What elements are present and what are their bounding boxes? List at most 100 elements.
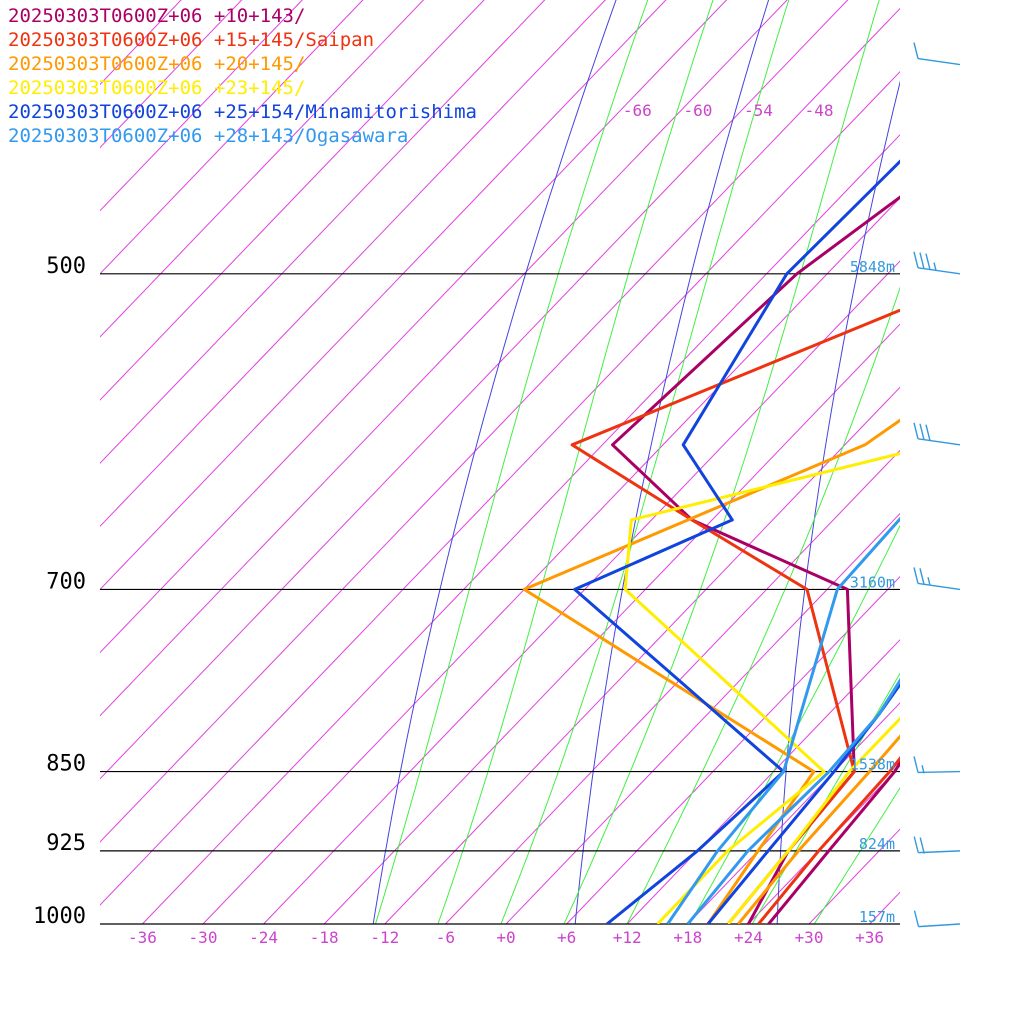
wind-barb-feather: [913, 910, 920, 927]
temperature-tick-label: -12: [370, 928, 399, 947]
wind-barb-feather: [913, 251, 919, 268]
wind-barb-feather: [913, 756, 919, 773]
pressure-tick-label: 850: [46, 752, 86, 777]
legend-entry: 20250303T0600Z+06 +10+143/: [8, 5, 306, 27]
top-temperature-label: -48: [805, 101, 834, 120]
series-dewpoint-line: [666, 516, 900, 924]
series-temperature-line: [727, 716, 900, 924]
wind-barb-staff: [918, 850, 961, 854]
temperature-tick-label: -6: [436, 928, 455, 947]
temperature-tick-label: +36: [855, 928, 884, 947]
isotherm-line: [100, 0, 728, 654]
temperature-tick-label: -30: [189, 928, 218, 947]
series-dewpoint-line: [611, 195, 900, 924]
legend-entry: 20250303T0600Z+06 +28+143/Ogasawara: [8, 125, 409, 147]
moist-adiabat-line: [813, 787, 900, 924]
pressure-tick-label: 925: [46, 831, 86, 856]
series-temperature-line: [757, 755, 900, 924]
wind-barb-feather: [913, 422, 919, 440]
height-label: 157m: [859, 908, 895, 926]
isotherm-line: [142, 134, 900, 924]
legend: 20250303T0600Z+06 +10+143/ 20250303T0600…: [8, 4, 477, 148]
dry-adiabat-line: [372, 0, 617, 924]
temperature-tick-label: +0: [496, 928, 515, 947]
isotherm-line: [100, 7, 900, 843]
sounding-series: [522, 159, 900, 924]
isotherm-line: [100, 70, 900, 906]
height-label: 3160m: [850, 573, 895, 591]
isotherm-line: [869, 891, 900, 924]
wind-barb: [913, 422, 961, 446]
height-label: 5848m: [850, 258, 895, 276]
temperature-tick-label: +24: [734, 928, 763, 947]
wind-barb: [913, 42, 961, 66]
wind-barb-feather: [919, 252, 925, 269]
height-labels: 16506m14083m12275m10815m9583m5848m3160m1…: [850, 258, 895, 926]
wind-barb-staff: [918, 770, 961, 774]
isotherm-line: [202, 197, 900, 924]
wind-barb-feather: [913, 42, 919, 59]
isotherm-line: [505, 512, 900, 924]
temperature-tick-label: -24: [249, 928, 278, 947]
isotherm-line: [566, 575, 900, 924]
series-temperature-line: [686, 677, 900, 924]
moist-adiabat-line: [500, 0, 790, 924]
wind-barb-feather: [919, 423, 925, 440]
wind-barb: [913, 756, 961, 774]
moist-adiabat-line: [626, 286, 900, 924]
isotherm-line: [930, 0, 1024, 924]
top-temperature-label: -54: [744, 101, 773, 120]
dry-adiabat-line: [574, 0, 770, 924]
series-temperature-line: [706, 682, 900, 924]
height-label: 824m: [859, 835, 895, 853]
wind-barb-feather: [919, 568, 925, 585]
wind-barbs: [913, 42, 961, 928]
dry-adiabat-line: [776, 80, 900, 924]
wind-barb-feather: [913, 836, 919, 853]
wind-barb: [913, 567, 961, 591]
series-temperature-line: [737, 734, 900, 924]
isotherm-line: [991, 0, 1024, 924]
wind-barb: [913, 910, 961, 928]
moist-adiabat-line: [563, 0, 880, 924]
temperature-tick-label: -36: [128, 928, 157, 947]
wind-barb-feather: [921, 765, 925, 774]
dry-adiabat-line: [978, 0, 1024, 970]
isotherm-line: [100, 0, 849, 780]
isotherm-line: [100, 0, 606, 528]
dry-adiabat-lines: [372, 0, 1024, 970]
series-dewpoint-line: [573, 159, 900, 924]
temperature-tick-label: +18: [673, 928, 702, 947]
legend-entry: 20250303T0600Z+06 +20+145/: [8, 53, 306, 75]
wind-barb: [913, 836, 961, 854]
wind-barb-staff: [917, 57, 961, 66]
top-temperature-label: -60: [683, 101, 712, 120]
wind-barb-feather: [925, 253, 931, 270]
isotherm-lines: [100, 0, 1024, 924]
wind-barb-feather: [925, 424, 931, 441]
temperature-tick-label: -18: [310, 928, 339, 947]
wind-barb-staff: [917, 438, 961, 446]
pressure-tick-label: 700: [46, 569, 86, 594]
series-dewpoint-line: [623, 452, 900, 924]
wind-barb-feather: [913, 567, 919, 584]
series-dewpoint-line: [570, 308, 900, 924]
isotherm-line: [100, 0, 667, 591]
legend-entry: 20250303T0600Z+06 +15+145/Saipan: [8, 29, 375, 51]
pressure-tick-label: 500: [46, 254, 86, 279]
wind-barb-feather: [919, 837, 925, 854]
wind-barb-staff: [917, 582, 961, 591]
temperature-tick-label: +12: [613, 928, 642, 947]
wind-barb-feather: [933, 262, 937, 271]
moist-adiabat-line: [374, 0, 649, 924]
wind-barb: [913, 251, 961, 275]
wind-barb-staff: [917, 267, 961, 275]
pressure-tick-label: 1000: [33, 904, 86, 929]
isotherm-line: [445, 449, 900, 924]
moist-adiabat-line: [689, 524, 900, 924]
isotherm-line: [323, 323, 900, 924]
axis-labels: 1001502002503005007008509251000-36-30-24…: [33, 101, 884, 947]
legend-entry: 20250303T0600Z+06 +25+154/Minamitorishim…: [8, 101, 477, 123]
isotherm-line: [100, 0, 788, 717]
